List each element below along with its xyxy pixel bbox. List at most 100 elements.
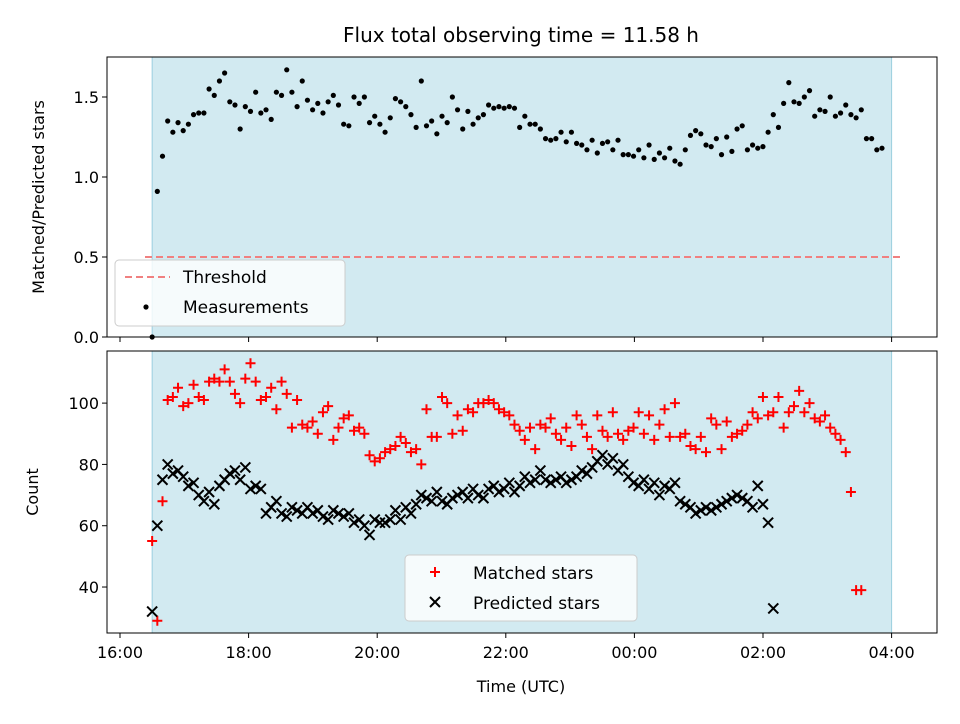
measurement-point bbox=[460, 126, 466, 132]
measurement-point bbox=[755, 145, 761, 151]
measurement-point bbox=[791, 99, 797, 105]
matched-star-point bbox=[385, 444, 396, 455]
measurement-point bbox=[159, 153, 166, 159]
predicted-star-point bbox=[322, 513, 334, 526]
matched-star-point bbox=[721, 416, 732, 427]
measurement-point bbox=[837, 110, 844, 116]
measurement-point bbox=[651, 156, 657, 162]
measurement-point bbox=[222, 70, 228, 76]
legend-predicted-label: Predicted stars bbox=[473, 594, 600, 614]
measurement-point bbox=[661, 155, 668, 161]
matched-star-point bbox=[690, 444, 701, 455]
matched-star-point bbox=[566, 441, 577, 452]
matched-star-point bbox=[405, 447, 416, 458]
matched-star-point bbox=[613, 428, 624, 439]
legend-predicted-swatch bbox=[429, 596, 441, 608]
predicted-star-point bbox=[482, 483, 495, 495]
matched-star-point bbox=[830, 428, 841, 439]
measurement-point bbox=[677, 161, 683, 167]
predicted-star-point bbox=[493, 486, 505, 498]
predicted-star-point bbox=[405, 507, 417, 520]
matched-star-point bbox=[675, 431, 686, 442]
predicted-star-point bbox=[529, 474, 541, 486]
matched-star-point bbox=[400, 437, 411, 448]
measurement-point bbox=[310, 107, 316, 113]
measurement-point bbox=[630, 153, 637, 159]
measurement-point bbox=[201, 110, 207, 116]
matched-star-point bbox=[685, 441, 696, 452]
matched-star-point bbox=[193, 391, 204, 402]
measurement-point bbox=[563, 139, 569, 145]
measurement-point bbox=[315, 100, 321, 106]
legend-measurements-label: Measurements bbox=[183, 298, 309, 318]
matched-star-point bbox=[576, 419, 587, 430]
measurement-point bbox=[413, 124, 419, 130]
measurement-point bbox=[615, 137, 621, 143]
measurement-point bbox=[770, 112, 776, 118]
matched-star-point bbox=[390, 441, 401, 452]
predicted-star-point bbox=[503, 477, 516, 489]
predicted-star-point bbox=[239, 461, 252, 474]
matched-star-point bbox=[706, 413, 717, 424]
top-panel: 0.0 0.5 1.0 1.5 Threshold Measurements bbox=[74, 56, 938, 347]
measurement-point bbox=[874, 147, 880, 153]
matched-star-point bbox=[173, 382, 184, 393]
predicted-star-point bbox=[389, 504, 402, 517]
matched-star-point bbox=[716, 444, 727, 455]
measurement-point bbox=[387, 115, 393, 121]
measurement-point bbox=[304, 97, 311, 103]
matched-star-point bbox=[561, 422, 572, 433]
measurement-point bbox=[636, 147, 642, 153]
measurement-point bbox=[698, 131, 704, 137]
measurement-point bbox=[465, 108, 471, 114]
matched-star-point bbox=[633, 407, 644, 418]
legend-matched-swatch bbox=[430, 567, 440, 577]
predicted-star-point bbox=[379, 516, 391, 529]
predicted-star-point bbox=[425, 495, 438, 507]
measurement-point bbox=[843, 102, 849, 108]
matched-star-point bbox=[395, 431, 406, 442]
matched-star-point bbox=[162, 395, 173, 406]
matched-star-point bbox=[457, 425, 468, 436]
matched-star-point bbox=[644, 410, 655, 421]
matched-star-point bbox=[421, 404, 432, 415]
measurement-point bbox=[449, 94, 455, 100]
matched-star-point bbox=[649, 434, 660, 445]
matched-star-point bbox=[235, 398, 246, 409]
measurement-point bbox=[480, 112, 487, 118]
predicted-star-point bbox=[306, 507, 319, 520]
predicted-star-point bbox=[715, 498, 728, 510]
predicted-star-point bbox=[674, 495, 686, 507]
matched-star-point bbox=[556, 434, 567, 445]
matched-star-point bbox=[592, 410, 603, 421]
predicted-star-point bbox=[731, 489, 743, 501]
predicted-star-point bbox=[348, 516, 360, 529]
predicted-star-point bbox=[369, 513, 381, 526]
predicted-star-point bbox=[638, 474, 650, 486]
measurement-point bbox=[858, 107, 864, 113]
matched-star-point bbox=[607, 407, 618, 418]
measurement-point bbox=[687, 132, 694, 138]
predicted-star-point bbox=[255, 483, 267, 495]
measurement-point bbox=[765, 129, 771, 135]
measurement-point bbox=[491, 105, 497, 111]
measurement-point bbox=[434, 131, 440, 137]
measurement-point bbox=[180, 128, 186, 134]
measurement-point bbox=[211, 92, 217, 98]
predicted-star-point bbox=[275, 507, 288, 520]
predicted-star-point bbox=[679, 498, 692, 510]
measurement-point bbox=[206, 86, 212, 92]
matched-star-point bbox=[359, 428, 370, 439]
predicted-star-point bbox=[752, 480, 764, 492]
matched-star-point bbox=[794, 385, 805, 396]
matched-star-point bbox=[380, 447, 391, 458]
matched-star-point bbox=[581, 431, 592, 442]
matched-star-point bbox=[198, 395, 209, 406]
matched-star-point bbox=[447, 428, 458, 439]
legend: Matched stars Predicted stars bbox=[404, 554, 638, 622]
x-tick-label: 00:00 bbox=[611, 643, 657, 662]
measurement-point bbox=[594, 150, 600, 156]
y-tick-label: 1.5 bbox=[74, 88, 99, 107]
bottom-y-axis-label: Count bbox=[23, 468, 42, 516]
matched-star-point bbox=[695, 431, 706, 442]
